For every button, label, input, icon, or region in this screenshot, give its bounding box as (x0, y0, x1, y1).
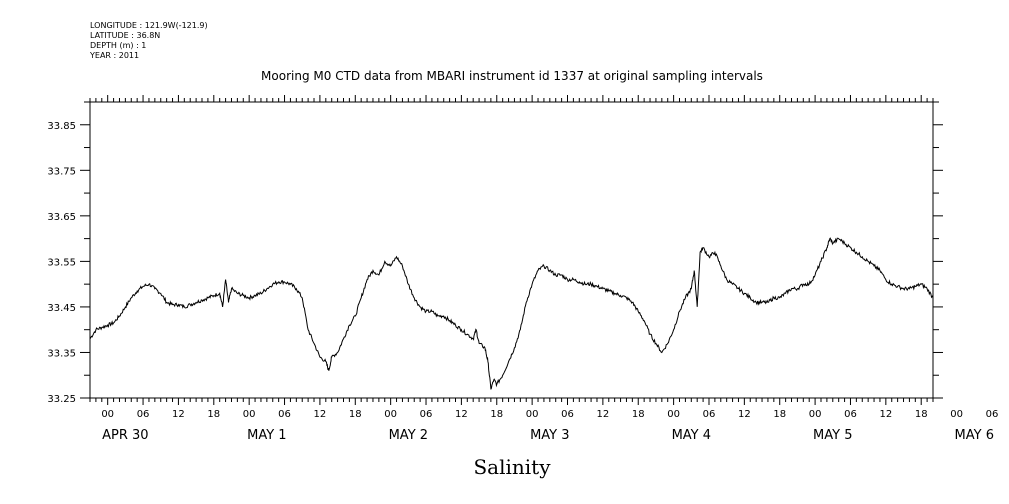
x-day-label: MAY 2 (389, 428, 428, 443)
x-hour-label: 00 (950, 409, 963, 420)
x-axis-title: Salinity (473, 455, 551, 479)
x-hour-label: 06 (137, 409, 150, 420)
x-hour-label: 18 (207, 409, 220, 420)
x-hour-label: 18 (490, 409, 503, 420)
x-hour-label: 00 (101, 409, 114, 420)
x-hour-label: 12 (314, 409, 327, 420)
x-day-label: MAY 3 (530, 428, 569, 443)
x-hour-label: 06 (561, 409, 574, 420)
x-hour-label: 12 (172, 409, 185, 420)
x-hour-label: 00 (667, 409, 680, 420)
y-axis-labels: 33.25 33.35 33.45 33.55 33.65 33.75 33.85 (47, 121, 76, 405)
x-hour-label: 12 (879, 409, 892, 420)
plot-frame (89, 101, 934, 399)
y-tick-label: 33.55 (47, 257, 76, 268)
x-hour-label: 12 (455, 409, 468, 420)
x-hour-label: 06 (420, 409, 433, 420)
axis-ticks (80, 95, 943, 405)
x-hour-label: 06 (986, 409, 999, 420)
x-hour-label: 06 (703, 409, 716, 420)
x-hour-label: 00 (243, 409, 256, 420)
y-tick-label: 33.65 (47, 212, 76, 223)
x-hour-label: 00 (384, 409, 397, 420)
x-hour-label: 18 (773, 409, 786, 420)
x-hour-label: 18 (349, 409, 362, 420)
x-day-label: MAY 1 (247, 428, 286, 443)
x-hour-label: 18 (915, 409, 928, 420)
metadata-block: LONGITUDE : 121.9W(-121.9) LATITUDE : 36… (90, 21, 208, 61)
x-hour-label: 12 (738, 409, 751, 420)
year-label: YEAR : 2011 (90, 51, 140, 60)
y-tick-label: 33.35 (47, 348, 76, 359)
x-day-label: MAY 5 (813, 428, 852, 443)
x-hour-label: 00 (809, 409, 822, 420)
chart-title: Mooring M0 CTD data from MBARI instrumen… (261, 69, 763, 83)
x-day-label: APR 30 (102, 428, 148, 443)
y-tick-label: 33.85 (47, 121, 76, 132)
x-day-label: MAY 4 (672, 428, 711, 443)
y-tick-label: 33.45 (47, 303, 76, 314)
latitude-label: LATITUDE : 36.8N (90, 31, 161, 40)
depth-label: DEPTH (m) : 1 (90, 41, 147, 50)
salinity-series-line (89, 237, 934, 390)
x-hour-label: 12 (597, 409, 610, 420)
x-hour-label: 06 (278, 409, 291, 420)
x-axis-labels: 00 06 12 18 00 06 12 18 00 06 12 18 00 06 12 18 00 06 12 18… (101, 409, 999, 443)
longitude-label: LONGITUDE : 121.9W(-121.9) (90, 21, 208, 30)
x-hour-label: 06 (844, 409, 857, 420)
x-hour-label: 18 (632, 409, 645, 420)
y-tick-label: 33.75 (47, 166, 76, 177)
x-hour-label: 00 (526, 409, 539, 420)
y-tick-label: 33.25 (47, 394, 76, 405)
x-day-label: MAY 6 (955, 428, 994, 443)
